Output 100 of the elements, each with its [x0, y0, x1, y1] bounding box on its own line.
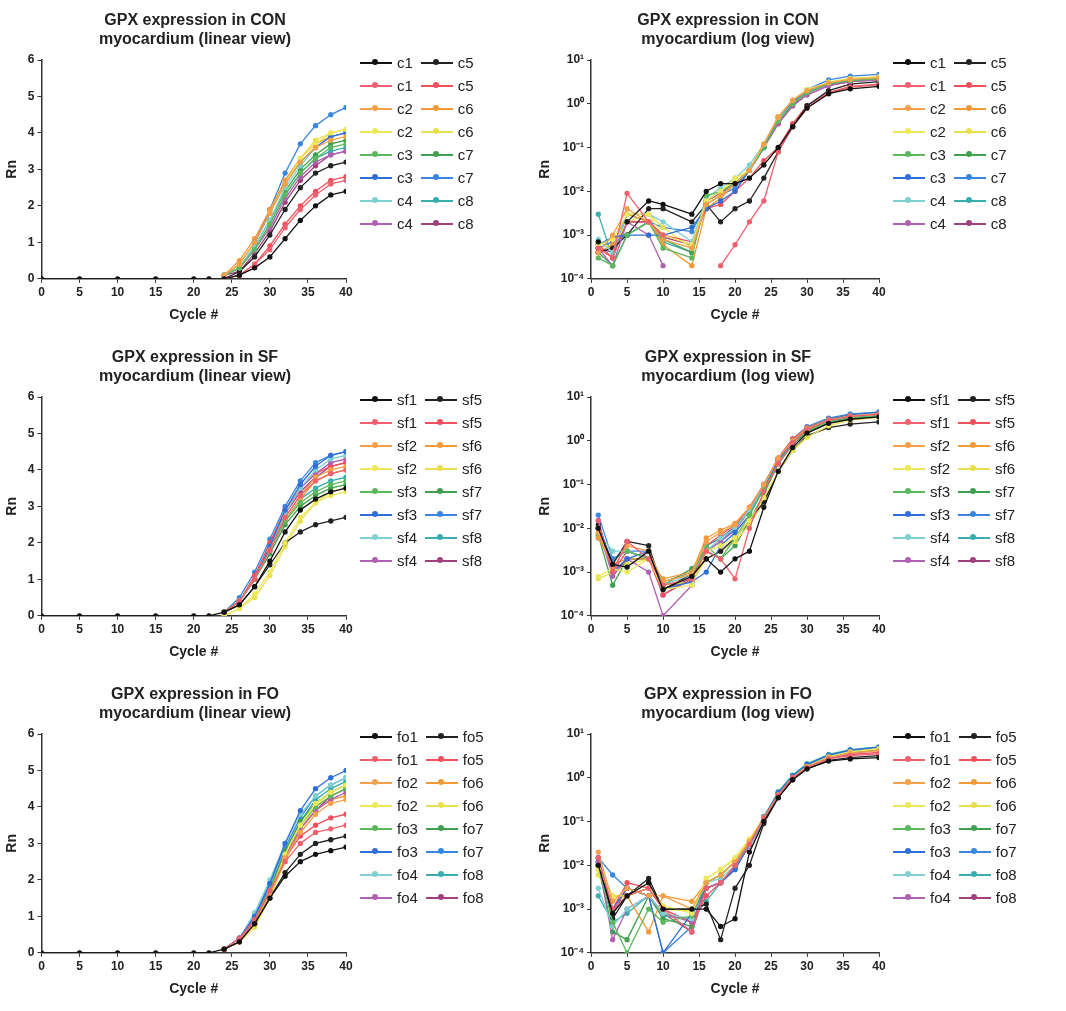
x-tick-label: 20 — [728, 959, 743, 974]
y-tick-label: 10⁰ — [566, 770, 586, 785]
legend-label: c2 — [397, 100, 413, 117]
legend-label: sf2 — [930, 460, 951, 477]
x-tick-label: 10 — [656, 959, 671, 974]
legend-label: c1 — [930, 54, 946, 71]
legend-label: sf7 — [462, 506, 483, 523]
y-tick-label: 3 — [27, 835, 35, 850]
legend-label: c4 — [397, 192, 413, 209]
legend-label: fo6 — [995, 774, 1017, 791]
chart-title: GPX expression in SF myocardium (log view) — [640, 347, 816, 385]
x-tick-label: 25 — [225, 959, 239, 974]
y-tick-label: 6 — [27, 389, 35, 404]
y-tick-label: 5 — [27, 762, 35, 777]
legend-label: fo6 — [462, 797, 484, 814]
x-tick-label: 10 — [110, 622, 125, 637]
y-tick-label: 10⁻⁴ — [560, 608, 585, 623]
legend-label: fo5 — [462, 728, 484, 745]
legend-label: fo5 — [995, 728, 1017, 745]
legend-label: sf6 — [462, 460, 483, 477]
y-tick-label: 4 — [27, 125, 35, 140]
x-tick-label: 35 — [836, 622, 850, 637]
y-tick-label: 10⁻¹ — [562, 476, 585, 491]
legend-label: sf6 — [462, 437, 483, 454]
x-tick-label: 5 — [623, 959, 631, 974]
x-axis-title: Cycle # — [710, 306, 760, 323]
x-tick-label: 35 — [301, 285, 315, 300]
legend-label: c8 — [990, 215, 1007, 232]
legend-label: c3 — [397, 169, 413, 186]
legend-label: fo1 — [397, 751, 418, 768]
y-tick-label: 10⁻² — [562, 857, 585, 872]
legend-label: c1 — [397, 54, 413, 71]
y-tick-label: 10⁰ — [566, 433, 586, 448]
x-tick-label: 5 — [76, 285, 84, 300]
legend-label: sf7 — [995, 506, 1016, 523]
y-axis-title: Rn — [3, 160, 20, 179]
y-tick-label: 4 — [27, 462, 35, 477]
x-tick-label: 30 — [800, 622, 815, 637]
x-tick-label: 40 — [339, 959, 353, 974]
x-tick-label: 25 — [764, 959, 779, 974]
y-tick-label: 6 — [27, 726, 35, 741]
legend-label: fo6 — [995, 797, 1017, 814]
legend-label: sf4 — [930, 552, 951, 569]
legend-label: sf6 — [995, 460, 1016, 477]
legend-label: fo7 — [995, 843, 1017, 860]
legend-label: c7 — [990, 146, 1007, 163]
x-tick-label: 40 — [339, 622, 353, 637]
x-tick-label: 35 — [836, 959, 850, 974]
y-tick-label: 4 — [27, 799, 35, 814]
x-axis-title: Cycle # — [169, 306, 219, 323]
legend-label: c4 — [397, 215, 413, 232]
legend-label: sf7 — [995, 483, 1016, 500]
legend-label: c6 — [457, 123, 474, 140]
legend-label: fo4 — [930, 866, 951, 883]
legend-label: sf2 — [397, 460, 418, 477]
chart-title: GPX expression in SF myocardium (linear view) — [97, 347, 293, 385]
legend-label: sf3 — [930, 506, 951, 523]
y-tick-label: 10⁻² — [562, 183, 585, 198]
legend-label: c3 — [397, 146, 413, 163]
y-tick-label: 5 — [27, 88, 35, 103]
legend-label: sf4 — [397, 552, 418, 569]
legend-label: c5 — [990, 54, 1007, 71]
legend-label: fo8 — [462, 889, 484, 906]
x-tick-label: 30 — [263, 622, 277, 637]
x-tick-label: 40 — [872, 959, 886, 974]
legend-label: fo2 — [930, 797, 951, 814]
x-tick-label: 30 — [800, 285, 815, 300]
y-tick-label: 3 — [27, 498, 35, 513]
x-axis-title: Cycle # — [710, 643, 760, 660]
x-axis-title: Cycle # — [710, 980, 760, 997]
y-axis-title: Rn — [536, 160, 553, 179]
legend-label: sf2 — [930, 437, 951, 454]
x-axis-title: Cycle # — [169, 643, 219, 660]
legend-label: fo7 — [462, 843, 484, 860]
y-tick-label: 10⁻² — [562, 520, 585, 535]
x-tick-label: 20 — [187, 285, 201, 300]
legend-label: c6 — [457, 100, 474, 117]
x-tick-label: 5 — [623, 285, 631, 300]
legend-label: sf4 — [930, 529, 951, 546]
legend-label: fo1 — [930, 751, 951, 768]
legend-label: c5 — [457, 54, 474, 71]
legend-label: sf3 — [397, 483, 418, 500]
legend-label: fo2 — [397, 797, 418, 814]
legend-label: sf5 — [995, 391, 1016, 408]
y-tick-label: 2 — [27, 872, 35, 887]
y-axis-title: Rn — [536, 834, 553, 853]
legend-label: fo7 — [462, 820, 484, 837]
legend-label: fo2 — [930, 774, 951, 791]
legend-label: fo8 — [995, 889, 1017, 906]
y-tick-label: 10⁻⁴ — [560, 945, 585, 960]
legend-label: c4 — [930, 215, 946, 232]
chart-title: GPX expression in FO myocardium (linear view) — [97, 684, 293, 722]
legend-label: c1 — [930, 77, 946, 94]
x-tick-label: 40 — [339, 285, 353, 300]
legend-label: fo4 — [397, 889, 418, 906]
y-tick-label: 10¹ — [566, 389, 585, 404]
y-tick-label: 10¹ — [566, 52, 585, 67]
legend-label: sf8 — [462, 529, 483, 546]
x-tick-label: 15 — [148, 285, 163, 300]
x-tick-label: 0 — [38, 959, 46, 974]
